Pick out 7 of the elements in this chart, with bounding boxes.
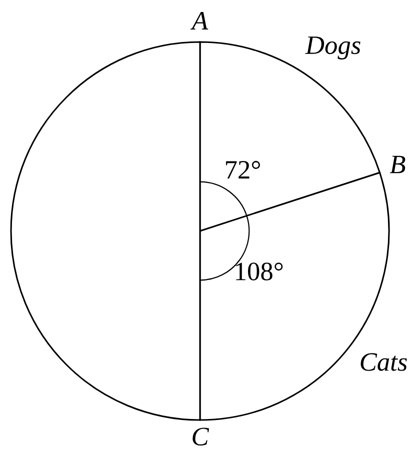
- slice-label: Dogs: [305, 36, 360, 60]
- text: A: [190, 12, 208, 30]
- data-label: 72°: [226, 160, 260, 178]
- text: C: [192, 428, 210, 446]
- slice-label: Cats: [360, 353, 407, 371]
- data-label: 108°: [236, 262, 283, 280]
- text: B: [390, 156, 406, 174]
